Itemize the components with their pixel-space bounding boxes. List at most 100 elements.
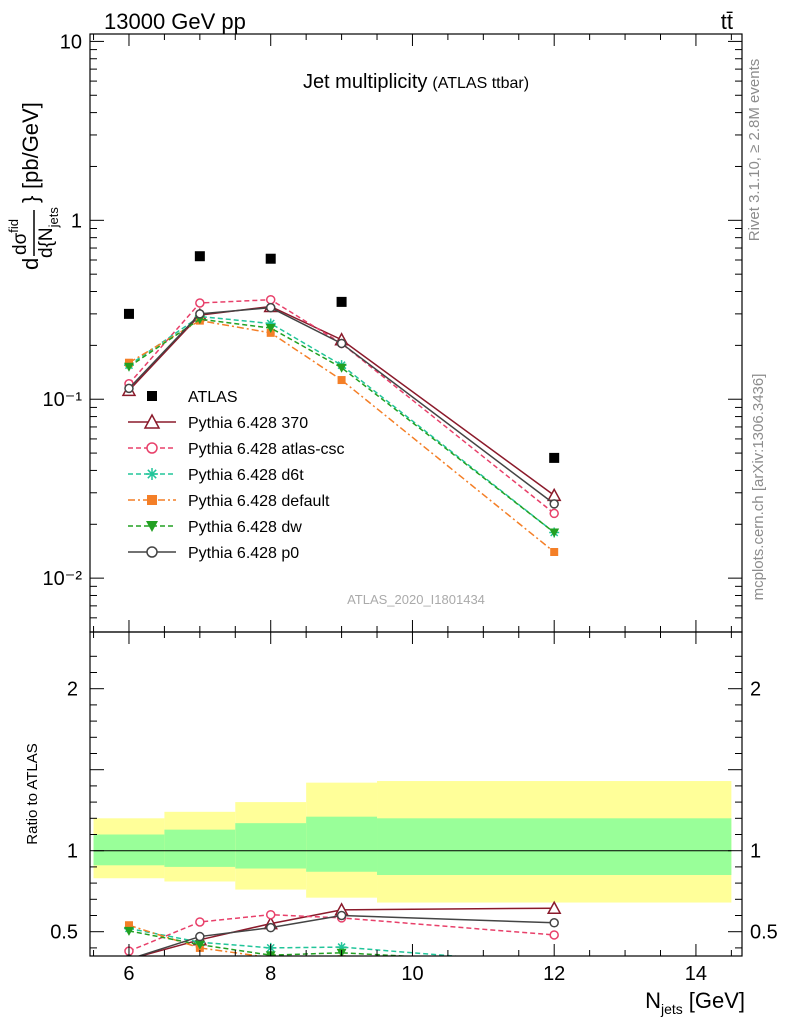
legend-label-1: Pythia 6.428 370 [188, 415, 308, 432]
ratio-frame [89, 631, 743, 957]
ratio-series-lines [123, 900, 562, 956]
atlas-point-5 [549, 452, 560, 463]
xtick-label: 12 [543, 963, 565, 985]
legend-label-4: Pythia 6.428 default [188, 493, 330, 510]
ratio-point-6-4 [336, 910, 347, 921]
series-point-6-4 [336, 338, 347, 349]
legend-label-5: Pythia 6.428 dw [188, 519, 302, 536]
xtick-label: 8 [265, 963, 276, 985]
series-point-4-5 [550, 547, 559, 556]
band-green-1 [164, 829, 236, 867]
legend-item-5: Pythia 6.428 dw [128, 519, 302, 536]
legend-label-3: Pythia 6.428 d6t [188, 467, 304, 484]
band-green-4 [377, 818, 732, 875]
series-point-5-3 [265, 324, 276, 334]
xtick-label: 10 [401, 963, 423, 985]
x-label-main: N [645, 988, 661, 1013]
ratio-point-6-2 [195, 931, 205, 942]
x-label-units: [GeV] [689, 988, 745, 1013]
ratio-point-2-3 [265, 909, 276, 920]
ratio-line-5 [128, 930, 417, 956]
legend-item-1: Pythia 6.428 370 [128, 413, 308, 432]
x-label-sub: jets [660, 1001, 683, 1017]
top-ytick-label: 10⁻² [43, 568, 83, 590]
ylabel-numerator: dσfid [6, 219, 31, 255]
ratio-ylabel: Ratio to ATLAS [24, 743, 41, 844]
legend-marker-4 [147, 495, 157, 505]
legend-label-6: Pythia 6.428 p0 [188, 545, 299, 562]
legend-marker-6 [146, 546, 158, 558]
ylabel-units: [pb/GeV] [18, 102, 43, 189]
ratio-ytick-label: 0.5 [50, 922, 78, 944]
ratio-point-6-5 [549, 918, 559, 928]
top-ytick-label: 10 [60, 31, 82, 53]
ratio-point-4-1 [124, 921, 133, 930]
legend-item-6: Pythia 6.428 p0 [128, 545, 299, 562]
ratio-point-2-2 [195, 917, 205, 927]
ratio-series-6 [125, 910, 559, 956]
ratio-ytick-label-right: 1 [750, 841, 761, 863]
ratio-ytick-label: 1 [67, 841, 78, 863]
ratio-point-5-2 [194, 940, 205, 950]
ratio-point-1-5 [546, 900, 562, 914]
ratio-ytick-label-right: 0.5 [750, 922, 778, 944]
series-point-5-1 [123, 362, 134, 372]
legend-atlas-marker [147, 391, 157, 401]
top-ytick-label: 1 [71, 210, 82, 232]
ratio-uncertainty-bands [93, 781, 732, 903]
series-point-2-3 [265, 294, 276, 305]
series-point-6-2 [195, 309, 205, 319]
atlas-point-1 [123, 308, 134, 319]
ratio-axes: 0.5 0.51 12 26 8 10 12 14 [50, 631, 778, 985]
ratio-ytick-label: 2 [67, 679, 78, 701]
legend-label-2: Pythia 6.428 atlas-csc [188, 441, 345, 458]
legend-marker-1 [143, 413, 161, 429]
series-point-4-4 [337, 376, 346, 385]
atlas-point-3 [265, 253, 276, 264]
series-point-5-5 [549, 528, 560, 538]
top-ylabel: d dσfid d{Njets } [pb/GeV] [6, 102, 61, 270]
ratio-line-3 [128, 927, 463, 956]
ylabel-num: dσ [10, 232, 31, 255]
band-green-3 [306, 816, 378, 872]
xtick-label: 14 [685, 963, 707, 985]
top-axes: 10 1 10⁻¹ 10⁻² [43, 31, 743, 633]
top-ytick-label: 10⁻¹ [43, 389, 83, 411]
xtick-label: 6 [123, 963, 134, 985]
ratio-ytick-label-right: 2 [750, 679, 761, 701]
series-point-3-3 [265, 318, 276, 329]
legend-item-3: Pythia 6.428 d6t [128, 467, 304, 484]
atlas-point-2 [194, 251, 205, 262]
band-green-2 [235, 823, 307, 869]
legend-marker-2 [146, 442, 158, 454]
top-atlas-points [123, 251, 560, 463]
series-point-6-1 [124, 383, 134, 394]
ratio-point-3-4 [336, 942, 347, 953]
ylabel-d: d [18, 258, 43, 270]
legend: ATLAS Pythia 6.428 370 Pythia 6.428 atlas-… [128, 389, 345, 562]
series-point-5-4 [336, 363, 347, 373]
mcplots-label: mcplots.cern.ch [arXiv:1306.3436] [750, 374, 767, 601]
ylabel-denominator: d{Njets [36, 207, 61, 258]
series-line-3 [128, 315, 555, 534]
legend-marker-3 [146, 468, 158, 480]
rivet-version-label: Rivet 3.1.10, ≥ 2.8M events [746, 59, 763, 242]
series-point-6-5 [549, 499, 559, 509]
series-point-2-5 [549, 508, 559, 519]
series-point-2-2 [195, 298, 205, 308]
series-line-4 [128, 319, 555, 553]
header-right-label: tt̄ [721, 9, 733, 34]
legend-item-2: Pythia 6.428 atlas-csc [128, 441, 345, 458]
ylabel-den-sub: jets [46, 207, 61, 229]
ratio-point-5-1 [123, 926, 134, 936]
series-6 [124, 302, 559, 509]
ratio-point-2-5 [549, 930, 559, 940]
chart-title: Jet multiplicity (ATLAS ttbar) [303, 71, 529, 93]
ylabel-den: d{N [36, 227, 57, 258]
header-left-label: 13000 GeV pp [104, 9, 246, 34]
legend-atlas-label: ATLAS [188, 389, 238, 406]
series-point-1-5 [546, 487, 562, 502]
legend-marker-5 [146, 521, 158, 532]
top-frame [89, 33, 743, 633]
